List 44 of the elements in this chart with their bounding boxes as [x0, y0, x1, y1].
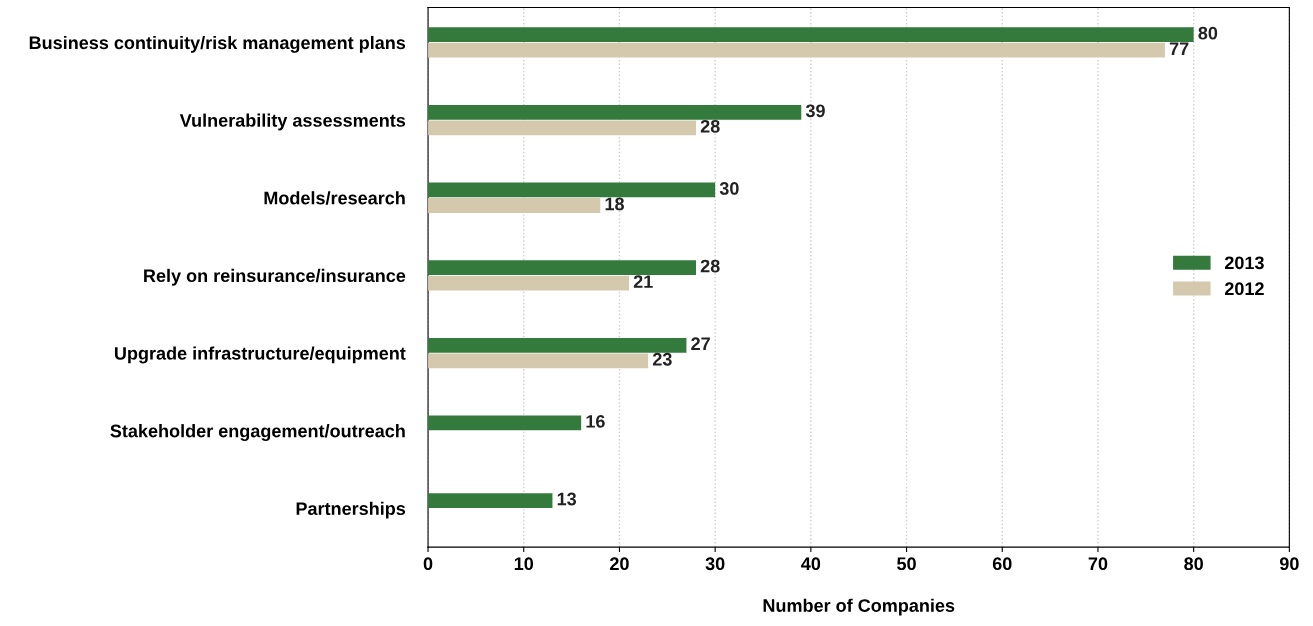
x-tick-label: 30 [705, 557, 725, 571]
x-tick-label: 60 [992, 557, 1012, 571]
bar [428, 353, 649, 369]
bar [428, 27, 1194, 43]
y-tick-label: Upgrade infrastructure/equipment [114, 346, 406, 364]
bar [428, 120, 697, 136]
data-label: 30 [719, 182, 739, 195]
data-label: 13 [557, 492, 577, 506]
y-tick-label: Business continuity/risk management plans [29, 35, 406, 53]
legend-label: 2013 [1224, 256, 1264, 270]
data-label: 23 [652, 352, 672, 366]
x-tick-label: 70 [1088, 557, 1108, 571]
data-label: 80 [1198, 26, 1218, 40]
bar [428, 415, 582, 431]
y-tick-label: Rely on reinsurance/insurance [144, 268, 406, 286]
y-tick-label: Models/research [264, 191, 405, 205]
x-tick-label: 50 [897, 557, 916, 571]
bar [428, 337, 687, 353]
legend-label: 2012 [1224, 282, 1264, 296]
bar [428, 275, 630, 291]
data-label: 18 [605, 197, 624, 211]
data-label: 21 [633, 275, 653, 288]
x-tick-label: 10 [514, 557, 534, 571]
x-tick-label: 20 [610, 557, 629, 571]
bar [428, 198, 601, 213]
data-label: 39 [805, 104, 825, 118]
bar [428, 260, 697, 275]
x-tick-label: 90 [1279, 557, 1299, 571]
y-tick-label: Vulnerability assessments [179, 113, 406, 131]
bar [428, 104, 802, 120]
bar [428, 493, 553, 508]
x-tick-label: 80 [1184, 557, 1203, 571]
data-label: 27 [691, 337, 710, 350]
data-label: 77 [1169, 42, 1189, 55]
bar [428, 42, 1165, 58]
data-label: 16 [586, 414, 605, 428]
y-tick-label: Partnerships [296, 501, 406, 519]
data-label: 28 [700, 259, 720, 273]
x-tick-label: 0 [423, 557, 433, 571]
data-label: 28 [700, 119, 720, 133]
y-tick-label: Stakeholder engagement/outreach [110, 424, 405, 442]
x-tick-label: 40 [801, 557, 821, 571]
x-axis-title: Number of Companies [763, 598, 955, 616]
bar [428, 182, 716, 198]
